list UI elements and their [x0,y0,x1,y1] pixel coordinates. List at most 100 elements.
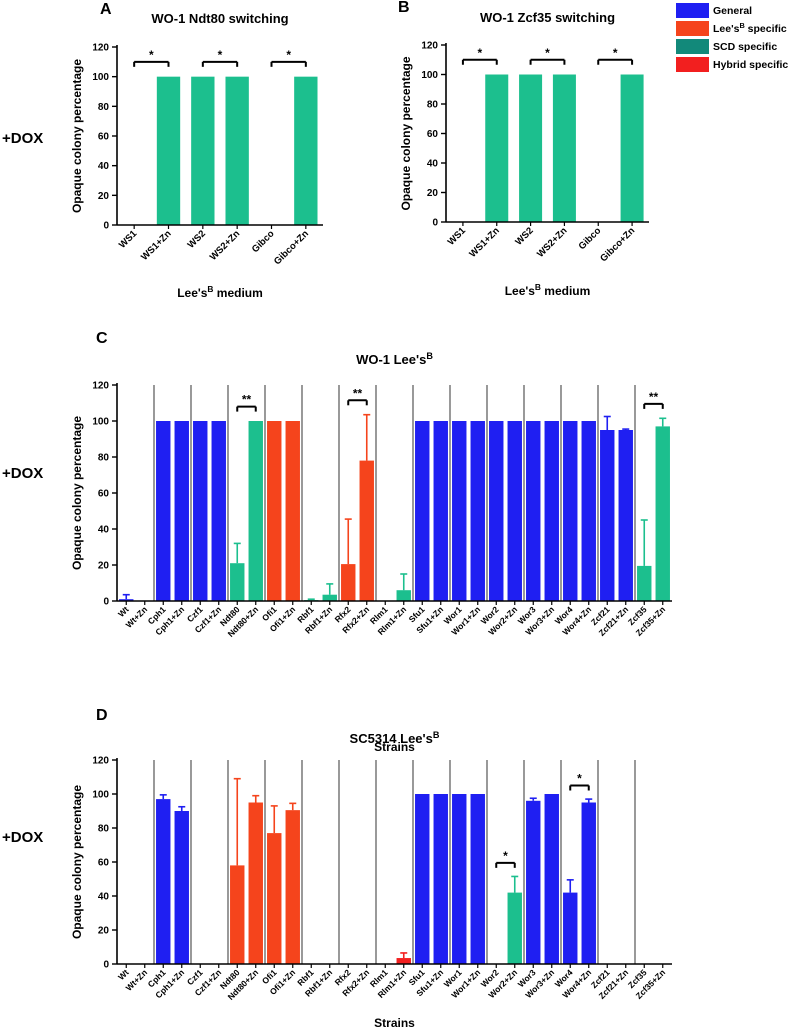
panel-letter: D [96,707,108,724]
bar-WS2 [191,76,215,226]
y-tick-label: 120 [92,381,109,392]
x-axis-label: Strains [374,740,415,754]
panel-letter: A [100,1,112,18]
y-tick-label: 0 [103,221,109,232]
x-axis-label: Lee'sB medium [505,282,591,298]
x-tick-label: Gibco+Zn [272,228,311,267]
x-tick-label: WS2+Zn [208,228,243,263]
chart-title: SC5314 Lee'sB [350,730,440,746]
x-axis-label: Lee'sB medium [177,284,263,300]
chart-title: WO-1 Zcf35 switching [480,10,615,25]
y-tick-label: 0 [103,960,109,971]
x-tick-label: WS1 [446,225,469,248]
chart-title: WO-1 Ndt80 switching [151,11,288,26]
chart-title: WO-1 Lee'sB [356,351,433,367]
y-tick-label: 120 [421,41,438,52]
y-tick-label: 100 [92,790,109,801]
x-tick-label: Gibco [577,225,604,252]
bar-Zcf35+Zn [655,426,670,601]
bar-Cph1+Zn [174,811,189,964]
y-tick-label: 120 [92,43,109,54]
sig-label: * [218,48,223,62]
sig-label: * [286,48,291,62]
y-tick-label: 40 [98,525,110,536]
y-tick-label: 40 [427,159,439,170]
bar-Sfu1+Zn [433,794,448,964]
x-tick-label: Gibco [250,228,277,255]
bar-Wor1 [452,421,467,601]
legend-swatch-3 [676,57,709,72]
panel-a: A 0 20 40 60 80 100 120 Opaque colony percentage… [70,1,323,267]
legend: General Lee'sB specific SCD specific Hybrid… [676,3,788,72]
bar-WS1+Zn [485,74,509,222]
bar-WS2+Zn [225,76,249,226]
y-axis-label: Opaque colony percentage [399,56,413,210]
bar-Wor3+Zn [544,421,559,601]
y-tick-label: 0 [432,218,438,229]
sig-label: * [613,46,618,60]
panel-c: C 0 20 40 60 80 100 120 Opaque colony percentage… [70,330,672,639]
y-tick-label: 40 [98,161,110,172]
legend-swatch-0 [676,3,709,18]
x-tick-label: WS2 [186,228,208,250]
bar-Wor4 [563,421,578,601]
panel-b: B 0 20 40 60 80 100 120 Opaque colony percentage… [398,0,649,264]
bar-Ofi1 [267,421,282,601]
bar-WS2+Zn [552,74,576,222]
x-tick-label: Gibco+Zn [598,225,637,264]
bar-Wor3 [526,421,541,601]
bar-Ofi1+Zn [285,421,300,601]
y-tick-label: 60 [98,858,110,869]
bar-Sfu1+Zn [433,421,448,601]
y-tick-label: 100 [92,72,109,83]
dox-label: +DOX [2,465,43,482]
bar-Rbf1+Zn [322,594,337,601]
y-tick-label: 80 [427,100,439,111]
x-axis-label: Strains [374,1016,415,1030]
bar-Sfu1 [415,794,430,964]
x-tick-label: WS1+Zn [139,228,174,263]
bar-Wor2+Zn [507,421,522,601]
bar-Czf1+Zn [211,421,226,601]
bar-Wor1 [452,794,467,964]
bar-Wor1+Zn [470,794,485,964]
bar-Ndt80 [230,563,245,601]
sig-label: * [545,46,550,60]
y-tick-label: 40 [98,892,110,903]
y-tick-label: 80 [98,824,110,835]
x-tick-label: WS2 [513,225,535,247]
x-tick-label: WS2+Zn [535,225,570,260]
bar-Wor3+Zn [544,794,559,964]
sig-label: ** [649,390,659,404]
bar-Ndt80 [230,865,245,964]
sig-label: ** [353,386,363,400]
dox-label: +DOX [2,130,43,147]
x-tick-label: WS1 [117,228,140,251]
legend-swatch-1 [676,21,709,36]
bar-Wor4 [563,892,578,964]
bar-Cph1 [156,421,171,601]
bar-Rlm1+Zn [396,590,411,601]
y-tick-label: 60 [427,129,439,140]
bar-Wor4+Zn [581,802,596,964]
y-axis-label: Opaque colony percentage [70,785,84,939]
dox-label: +DOX [2,829,43,846]
bar-Wor3 [526,800,541,964]
bar-Rfx2 [341,564,356,601]
y-tick-label: 80 [98,102,110,113]
legend-swatch-2 [676,39,709,54]
y-tick-label: 120 [92,756,109,767]
y-axis-label: Opaque colony percentage [70,59,84,213]
y-tick-label: 20 [427,188,439,199]
y-tick-label: 80 [98,453,110,464]
bar-Rlm1+Zn [396,958,411,964]
sig-label: * [577,772,582,786]
y-tick-label: 60 [98,132,110,143]
bar-Wor1+Zn [470,421,485,601]
legend-label-1: Lee'sB specific [713,21,787,36]
bar-Zcf21 [600,430,615,601]
bar-Rfx2+Zn [359,460,374,601]
bar-WS2 [519,74,543,222]
y-tick-label: 100 [92,417,109,428]
